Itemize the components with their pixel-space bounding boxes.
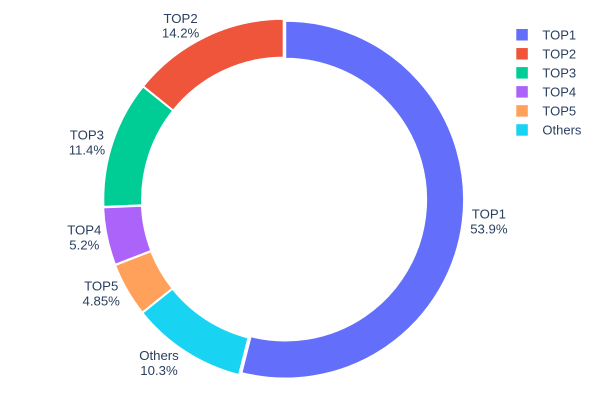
svg-text:Others: Others: [542, 123, 582, 138]
svg-text:TOP1: TOP1: [472, 207, 506, 222]
svg-text:TOP4: TOP4: [542, 84, 576, 99]
svg-text:10.3%: 10.3%: [140, 363, 178, 378]
svg-text:TOP3: TOP3: [542, 65, 576, 80]
svg-text:11.4%: 11.4%: [69, 143, 106, 158]
svg-text:TOP2: TOP2: [163, 11, 197, 26]
svg-text:TOP5: TOP5: [84, 278, 118, 293]
svg-text:Others: Others: [139, 348, 179, 363]
svg-text:TOP4: TOP4: [67, 223, 101, 238]
svg-text:TOP1: TOP1: [542, 27, 576, 42]
svg-text:53.9%: 53.9%: [470, 221, 508, 236]
svg-text:TOP3: TOP3: [70, 128, 104, 143]
svg-text:4.85%: 4.85%: [82, 293, 120, 308]
svg-text:14.2%: 14.2%: [162, 26, 200, 41]
svg-text:TOP5: TOP5: [542, 104, 576, 119]
svg-text:5.2%: 5.2%: [69, 238, 99, 253]
svg-text:TOP2: TOP2: [542, 46, 576, 61]
